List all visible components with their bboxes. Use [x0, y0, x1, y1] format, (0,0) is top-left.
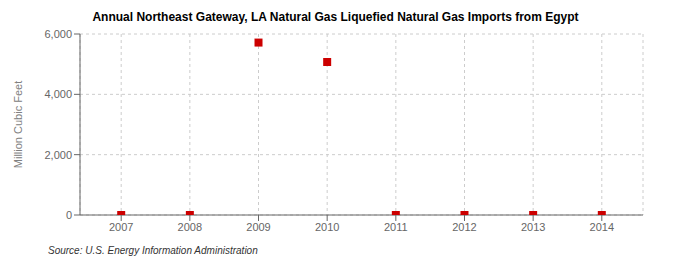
- svg-text:2010: 2010: [315, 221, 339, 233]
- svg-text:2012: 2012: [452, 221, 476, 233]
- svg-text:0: 0: [66, 209, 72, 221]
- svg-text:2008: 2008: [178, 221, 202, 233]
- html-text:Annual Northeast Gateway, LA N: Annual Northeast Gateway, LA Natural Gas…: [92, 10, 579, 24]
- html-text:Source: U.S. Energy Informatio: Source: U.S. Energy Information Administ…: [48, 245, 258, 256]
- svg-text:6,000: 6,000: [44, 28, 72, 40]
- svg-text:2,000: 2,000: [44, 149, 72, 161]
- svg-text:4,000: 4,000: [44, 88, 72, 100]
- svg-text:2014: 2014: [590, 221, 614, 233]
- svg-text:2011: 2011: [384, 221, 408, 233]
- svg-text:2007: 2007: [109, 221, 133, 233]
- svg-text:2009: 2009: [246, 221, 270, 233]
- svg-text:Million Cubic Feet: Million Cubic Feet: [12, 81, 24, 168]
- svg-text:2013: 2013: [521, 221, 545, 233]
